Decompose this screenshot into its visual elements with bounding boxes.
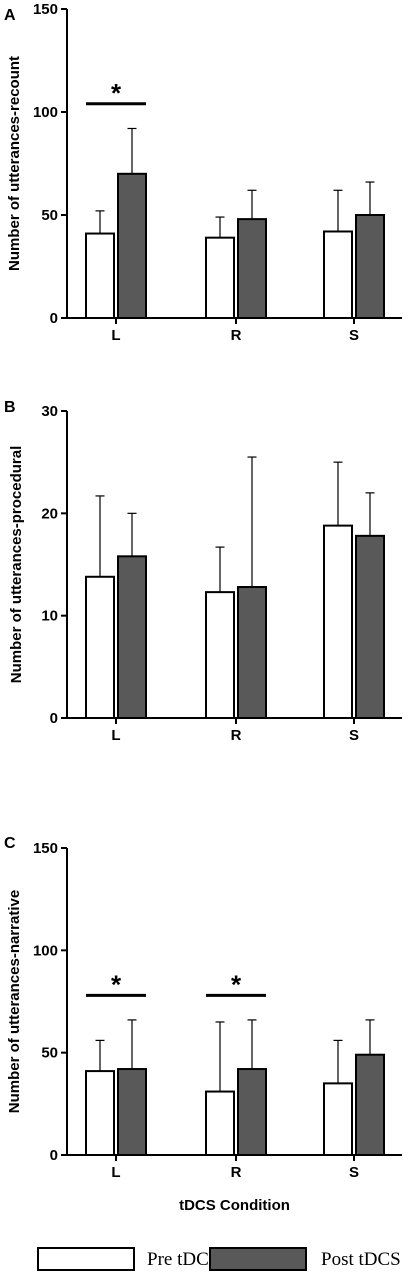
bar-post-l bbox=[117, 172, 147, 319]
panel-letter: C bbox=[4, 835, 16, 852]
y-tick-label: 50 bbox=[41, 1045, 58, 1062]
x-tick-label: S bbox=[349, 327, 359, 344]
bar-pre-r bbox=[205, 1090, 235, 1157]
y-tick-label: 150 bbox=[33, 840, 58, 857]
legend-swatch bbox=[37, 1247, 135, 1271]
chart-panel-a: A Number of utterances-recount 0 50 100 150 L R… bbox=[4, 1, 402, 344]
panel-letter: B bbox=[4, 399, 16, 416]
y-tick-label: 100 bbox=[33, 104, 58, 121]
x-axis-title: tDCS Condition bbox=[179, 1197, 290, 1214]
y-tick-label: 0 bbox=[50, 710, 58, 727]
y-tick-label: 150 bbox=[33, 1, 58, 18]
bar-pre-l bbox=[85, 232, 115, 319]
y-axis-label: Number of utterances-recount bbox=[6, 56, 23, 271]
bar-post-s bbox=[355, 534, 385, 720]
y-tick-label: 0 bbox=[50, 1147, 58, 1164]
bar-pre-r bbox=[205, 236, 235, 319]
legend-item-post: Post tDCS bbox=[209, 1247, 401, 1271]
bar-post-r bbox=[237, 586, 267, 719]
bar-pre-l bbox=[85, 1070, 115, 1156]
bar-pre-l bbox=[85, 575, 115, 720]
y-axis-label: Number of utterances-procedural bbox=[8, 446, 25, 684]
y-tick-label: 20 bbox=[41, 505, 58, 522]
significance-star: * bbox=[111, 969, 122, 999]
significance-star: * bbox=[231, 969, 242, 999]
significance-star: * bbox=[111, 78, 122, 108]
bar-post-s bbox=[355, 1053, 385, 1157]
legend: Pre tDCS Post tDCS bbox=[37, 1247, 401, 1271]
x-tick-label: L bbox=[111, 727, 120, 744]
panel-letter: A bbox=[4, 7, 16, 24]
bar-post-l bbox=[117, 555, 147, 720]
legend-label: Post tDCS bbox=[321, 1249, 401, 1270]
x-tick-label: L bbox=[111, 1164, 120, 1181]
x-tick-label: L bbox=[111, 327, 120, 344]
legend-label: Pre tDCS bbox=[147, 1249, 219, 1270]
y-tick-label: 30 bbox=[41, 403, 58, 420]
x-tick-label: R bbox=[231, 727, 242, 744]
bar-post-l bbox=[117, 1068, 147, 1157]
bar-pre-s bbox=[323, 230, 353, 319]
y-axis-label: Number of utterances-narrative bbox=[6, 890, 23, 1113]
y-tick-label: 10 bbox=[41, 608, 58, 625]
bar-post-s bbox=[355, 214, 385, 319]
bar-pre-r bbox=[205, 591, 235, 720]
chart-panel-c: C Number of utterances-narrative 0 50 100 150… bbox=[4, 835, 402, 1214]
x-tick-label: R bbox=[231, 327, 242, 344]
legend-item-pre: Pre tDCS bbox=[37, 1247, 219, 1271]
x-tick-label: S bbox=[349, 1164, 359, 1181]
bar-pre-s bbox=[323, 1082, 353, 1157]
y-tick-label: 0 bbox=[50, 310, 58, 327]
x-tick-label: R bbox=[231, 1164, 242, 1181]
bar-pre-s bbox=[323, 524, 353, 720]
legend-swatch bbox=[209, 1247, 307, 1271]
chart-panel-b: B Number of utterances-procedural 0 10 20 30 L… bbox=[4, 399, 402, 744]
y-tick-label: 100 bbox=[33, 942, 58, 959]
bar-post-r bbox=[237, 218, 267, 319]
x-tick-label: S bbox=[349, 727, 359, 744]
y-tick-label: 50 bbox=[41, 207, 58, 224]
bar-post-r bbox=[237, 1068, 267, 1157]
